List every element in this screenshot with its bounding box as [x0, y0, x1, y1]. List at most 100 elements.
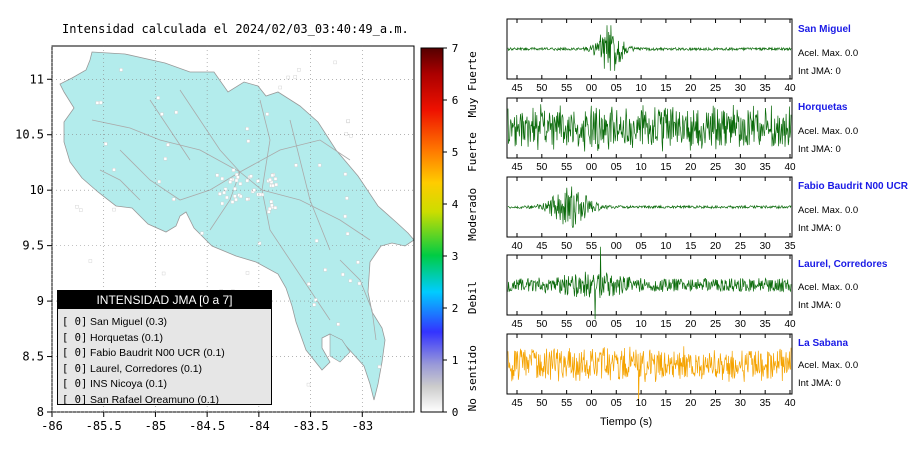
- waveform-trace: [507, 246, 792, 320]
- map-xtick-label: -86: [41, 419, 63, 433]
- waveform-trace: [507, 25, 792, 71]
- station-marker: [104, 142, 108, 146]
- station-marker: [306, 382, 311, 387]
- waveform-tick-label: 35: [760, 83, 772, 94]
- station-marker: [230, 200, 235, 204]
- map-xtick-label: -83.5: [293, 419, 329, 433]
- station-marker: [297, 68, 301, 72]
- station-marker: [273, 177, 278, 181]
- legend-text: Horquetas (0.1): [90, 331, 163, 344]
- station-marker: [238, 182, 243, 186]
- road-line: [91, 119, 241, 173]
- colorbar-tick-label: 3: [452, 250, 459, 263]
- station-marker: [336, 322, 340, 326]
- station-marker: [119, 68, 123, 72]
- map-ytick-label: 8: [37, 405, 44, 419]
- legend-title: INTENSIDAD JMA [0 a 7]: [58, 291, 271, 309]
- waveform-tick-label: 55: [561, 162, 573, 173]
- station-marker: [233, 187, 237, 191]
- station-marker: [317, 163, 322, 168]
- waveform-tick-label: 35: [784, 241, 796, 252]
- waveform-tick-label: 15: [660, 319, 672, 330]
- waveform-tick-label: 40: [784, 83, 796, 94]
- station-marker: [95, 101, 100, 105]
- station-marker: [245, 127, 249, 131]
- station-name: Laurel, Corredores: [798, 259, 888, 270]
- waveform-tick-label: 10: [636, 319, 648, 330]
- legend-bracket: [ 0]: [62, 347, 88, 359]
- station-marker: [271, 183, 275, 188]
- station-marker: [256, 179, 260, 183]
- map-xtick-label: -83: [351, 419, 373, 433]
- station-jma: Int JMA: 0: [798, 66, 841, 77]
- waveform-tick-label: 25: [735, 241, 747, 252]
- colorbar-category-label: Muy Fuerte: [466, 51, 479, 117]
- station-marker: [314, 238, 319, 243]
- waveform-tick-label: 40: [784, 319, 796, 330]
- station-marker: [79, 208, 83, 212]
- waveform-trace: [507, 346, 792, 404]
- map-xtick-label: -85.5: [86, 419, 122, 433]
- waveform-tick-label: 50: [536, 83, 548, 94]
- station-marker: [157, 179, 162, 184]
- station-marker: [161, 271, 166, 276]
- waveform-panel: 45 50 55 00 05 10 15 20 25 30 35 40: [506, 18, 796, 94]
- colorbar-tick-label: 7: [452, 42, 459, 55]
- station-marker: [245, 197, 249, 201]
- waveform-tick-label: 20: [685, 319, 697, 330]
- station-marker: [239, 194, 243, 199]
- station-marker: [220, 176, 225, 181]
- station-name: San Miguel: [798, 24, 851, 35]
- station-marker: [112, 207, 116, 212]
- station-marker: [160, 112, 164, 116]
- legend-bracket: [ 0]: [62, 393, 88, 406]
- waveform-tick-label: 10: [636, 83, 648, 94]
- legend-item: [ 0] San Miguel (0.3): [58, 315, 271, 331]
- station-marker: [249, 174, 253, 178]
- station-marker: [323, 268, 327, 272]
- waveform-tick-label: 00: [586, 162, 598, 173]
- waveform-tick-label: 50: [536, 319, 548, 330]
- legend-text: INS Nicoya (0.1): [90, 378, 168, 390]
- colorbar-category-label: Moderado: [466, 188, 479, 241]
- station-jma: Int JMA: 0: [798, 144, 841, 155]
- station-marker: [246, 139, 251, 143]
- waveform-tick-label: 40: [784, 162, 796, 173]
- station-marker: [268, 178, 272, 182]
- waveform-tick-label: 55: [561, 83, 573, 94]
- station-name: Fabio Baudrit N00 UCR: [798, 181, 909, 192]
- station-marker: [346, 119, 350, 123]
- colorbar-category-label: Debil: [466, 281, 479, 314]
- station-marker: [245, 178, 249, 183]
- colorbar-category-label: Fuerte: [466, 132, 479, 172]
- station-marker: [341, 272, 345, 277]
- waveform-tick-label: 10: [660, 241, 672, 252]
- station-marker: [112, 167, 116, 172]
- colorbar: [420, 47, 444, 413]
- station-marker: [75, 204, 79, 209]
- station-marker: [215, 173, 219, 178]
- map-ytick-label: 9.5: [22, 239, 44, 253]
- station-marker: [348, 279, 353, 283]
- waveform-tick-label: 10: [636, 162, 648, 173]
- station-marker: [307, 282, 311, 286]
- waveform-xlabel: Tiempo (s): [600, 416, 653, 428]
- colorbar-tick-label: 2: [452, 302, 459, 315]
- legend-item: [ 0] San Rafael Oreamuno (0.1): [58, 393, 271, 409]
- station-marker: [293, 75, 297, 79]
- station-name: Horquetas: [798, 102, 848, 113]
- map-ytick-label: 11: [30, 72, 44, 86]
- station-marker: [314, 298, 318, 302]
- station-marker: [343, 172, 348, 176]
- waveform-tick-label: 40: [784, 398, 796, 409]
- station-marker: [166, 142, 170, 147]
- station-acel: Acel. Max. 0.0: [798, 360, 859, 371]
- colorbar-category-label: No sentido: [466, 345, 479, 411]
- station-marker: [356, 260, 360, 264]
- legend-text: Laurel, Corredores (0.1): [90, 362, 203, 375]
- map-title: Intensidad calculada el 2024/02/03_03:40…: [62, 22, 409, 36]
- station-marker: [156, 96, 160, 100]
- road-line: [339, 259, 377, 341]
- waveform-tick-label: 20: [685, 83, 697, 94]
- waveform-tick-label: 25: [710, 83, 722, 94]
